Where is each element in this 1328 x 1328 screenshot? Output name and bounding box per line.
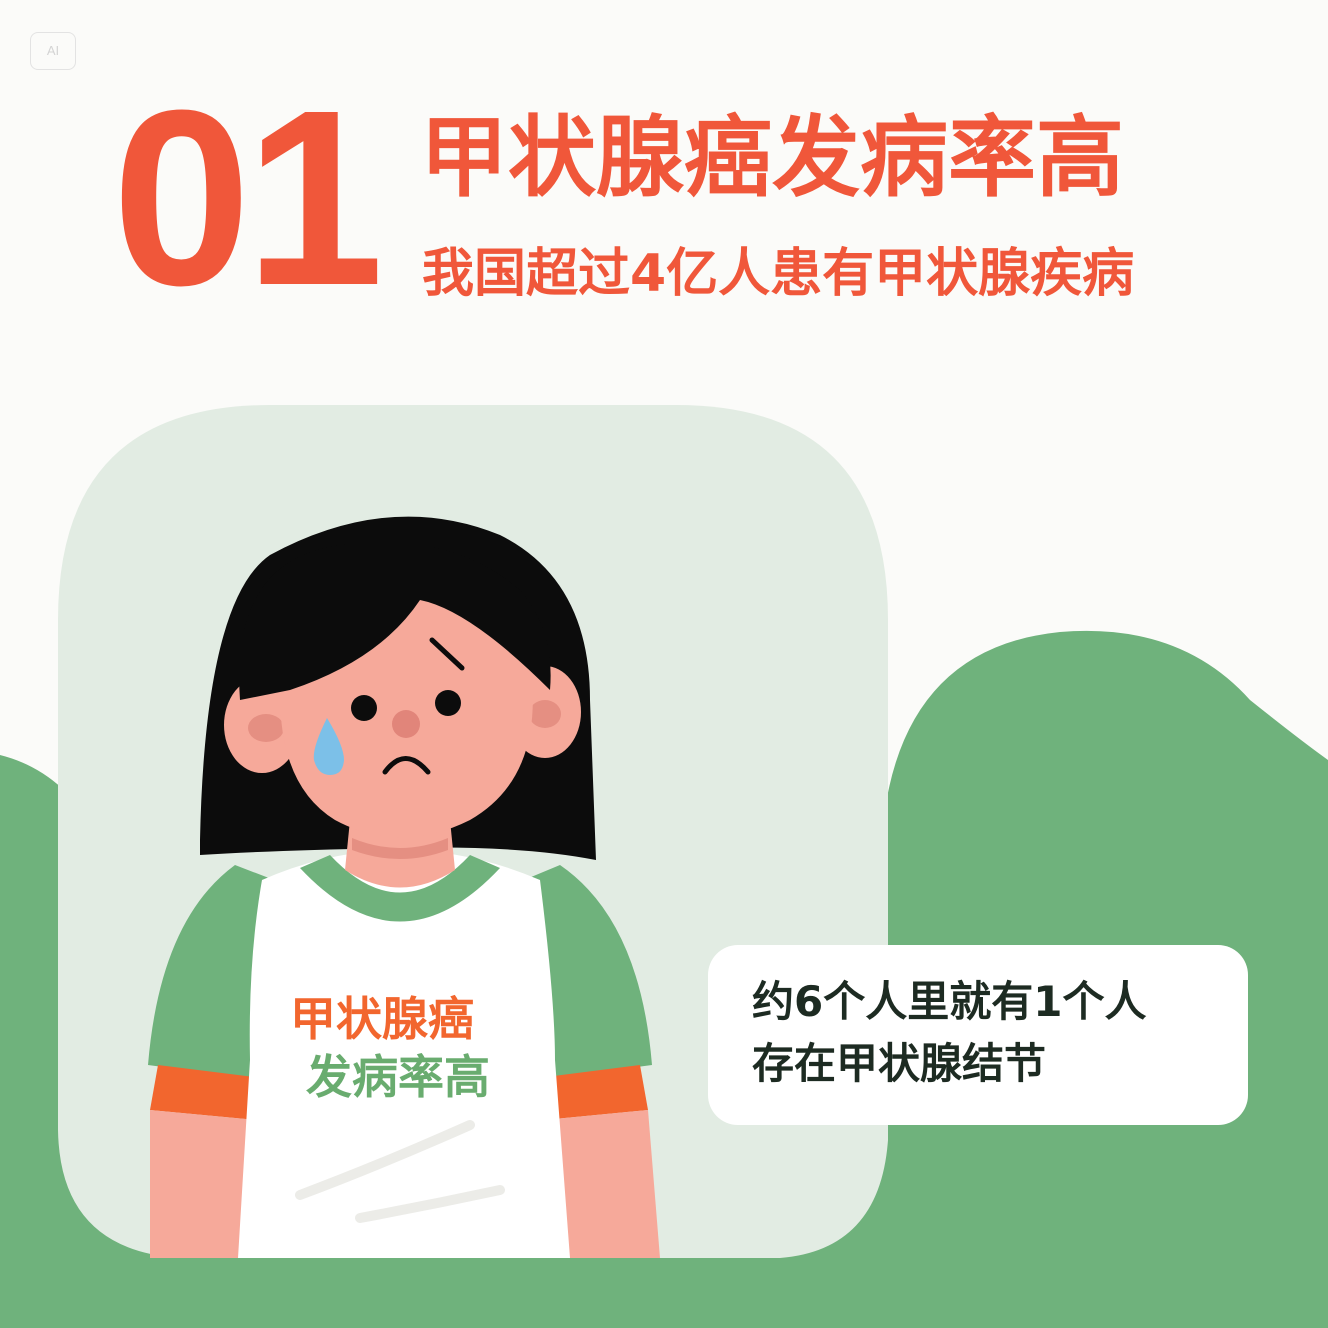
hair-bangs bbox=[239, 542, 551, 700]
left-ear-inner bbox=[248, 714, 284, 742]
left-eye bbox=[351, 695, 377, 721]
callout-line-2: 存在甲状腺结节 bbox=[752, 1039, 1047, 1088]
tear-drop-icon bbox=[313, 718, 344, 775]
shirt-body bbox=[238, 850, 570, 1258]
right-eye bbox=[435, 690, 461, 716]
ai-badge: AI bbox=[30, 32, 76, 70]
neck-shadow bbox=[352, 838, 448, 859]
page-subtitle: 我国超过4亿人患有甲状腺疾病 bbox=[422, 244, 1135, 304]
shirt-text-line-1: 甲状腺癌 bbox=[290, 992, 474, 1046]
shirt-scribble-1 bbox=[295, 1120, 475, 1200]
shirt-collar bbox=[300, 855, 500, 922]
shirt-text-line-2: 发病率高 bbox=[306, 1050, 490, 1104]
section-number: 01 bbox=[112, 58, 384, 337]
left-cuff bbox=[150, 1065, 262, 1120]
panel-bottom-curve bbox=[58, 1130, 888, 1328]
eyebrow bbox=[429, 637, 465, 671]
shirt-scribble-2 bbox=[355, 1185, 505, 1223]
callout-line-1: 约6个人里就有1个人 bbox=[752, 977, 1147, 1026]
fact-callout: 约6个人里就有1个人 存在甲状腺结节 bbox=[708, 945, 1248, 1125]
right-ear-inner bbox=[529, 700, 561, 728]
nose bbox=[392, 710, 420, 738]
page-title: 甲状腺癌发病率高 bbox=[420, 106, 1125, 209]
right-arm bbox=[544, 1110, 660, 1258]
left-arm bbox=[150, 1110, 256, 1258]
mouth bbox=[382, 756, 431, 775]
right-cuff bbox=[538, 1065, 648, 1120]
